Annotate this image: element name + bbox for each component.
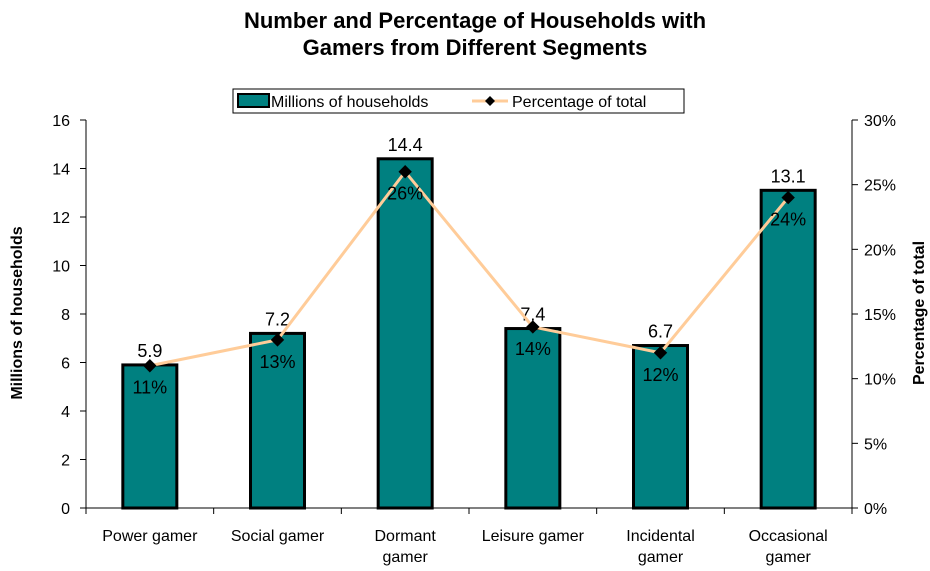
percentage-marker — [143, 359, 157, 373]
legend-swatch-bars — [237, 93, 270, 108]
bar-value-label: 6.7 — [648, 322, 673, 342]
category-label: Incidental gamer — [626, 528, 695, 566]
bar — [759, 188, 817, 510]
chart-title-line-2: Gamers from Different Segments — [303, 35, 648, 60]
category-label: Dormant gamer — [374, 528, 436, 566]
y2-tick-label: 20% — [864, 242, 896, 259]
y-tick-label: 6 — [61, 356, 70, 373]
y2-tick-label: 25% — [864, 178, 896, 195]
bar-series — [121, 157, 817, 510]
bar-data-labels: 5.97.214.47.46.713.1 — [137, 135, 805, 361]
category-label-line: gamer — [765, 549, 811, 566]
category-label-line: gamer — [382, 549, 428, 566]
percentage-marker — [398, 165, 412, 179]
bar — [504, 327, 562, 510]
legend: Millions of households Percentage of tot… — [232, 88, 685, 114]
bar-value-label: 5.9 — [137, 341, 162, 361]
y-tick-label: 0 — [61, 501, 70, 518]
category-label-line: Incidental — [626, 528, 695, 545]
legend-label-bars: Millions of households — [271, 94, 428, 111]
y2-tick-label: 0% — [864, 501, 887, 518]
y-tick-label: 14 — [52, 162, 70, 179]
y-tick-label: 4 — [61, 404, 70, 421]
y-axis-title: Millions of households — [9, 226, 26, 399]
y2-axis-title: Percentage of total — [911, 241, 928, 385]
percentage-value-label: 13% — [259, 352, 295, 372]
percentage-marker — [270, 333, 285, 347]
bar — [376, 157, 434, 510]
percentage-data-labels: 11% 13% 26% 14% 12% 24% — [132, 184, 806, 398]
percentage-value-label: 14% — [515, 339, 551, 359]
y2-tick-label: 30% — [864, 113, 896, 130]
y-tick-label: 10 — [52, 259, 70, 276]
percentage-value-label: 24% — [770, 210, 806, 230]
category-label: Social gamer — [231, 528, 325, 545]
y-tick-label: 2 — [61, 453, 70, 470]
y2-tick-label: 10% — [864, 372, 896, 389]
bar — [121, 363, 179, 510]
percentage-marker — [653, 346, 668, 360]
category-label-line: Leisure gamer — [482, 528, 585, 545]
category-label-line: Social gamer — [231, 528, 325, 545]
bar — [632, 344, 689, 510]
category-label-line: gamer — [638, 549, 684, 566]
chart-title-line-1: Number and Percentage of Households with — [244, 8, 706, 33]
y-tick-label: 12 — [52, 210, 70, 227]
percentage-marker — [526, 320, 540, 334]
category-label: Occasional gamer — [749, 528, 828, 566]
bar-value-label: 7.2 — [265, 309, 290, 329]
percentage-value-label: 11% — [132, 378, 167, 398]
category-label: Power gamer — [102, 528, 198, 545]
category-label-line: Power gamer — [102, 528, 198, 545]
percentage-value-label: 26% — [387, 184, 423, 204]
legend-label-line: Percentage of total — [512, 94, 646, 111]
category-label-line: Dormant — [374, 528, 436, 545]
percentage-line — [149, 169, 790, 368]
percentage-marker — [781, 190, 795, 205]
percentage-line-series — [143, 165, 795, 373]
y-tick-label: 8 — [61, 307, 70, 324]
category-label: Leisure gamer — [482, 528, 585, 545]
y2-tick-label: 15% — [864, 307, 896, 324]
y-tick-label: 16 — [52, 113, 70, 130]
legend-marker-swatch — [485, 96, 495, 106]
category-labels: Power gamer Social gamer Dormant gamer Leisu… — [102, 528, 827, 566]
category-label-line: Occasional — [749, 528, 828, 545]
axes: 0 2 4 6 8 10 12 14 16 0% 5% 10% 15% 20% 25% 30% — [52, 113, 896, 518]
bar-value-label: 14.4 — [388, 135, 423, 155]
percentage-value-label: 12% — [642, 365, 678, 385]
y2-tick-label: 5% — [864, 436, 887, 453]
bar-value-label: 13.1 — [771, 166, 806, 186]
legend-box — [232, 88, 685, 114]
